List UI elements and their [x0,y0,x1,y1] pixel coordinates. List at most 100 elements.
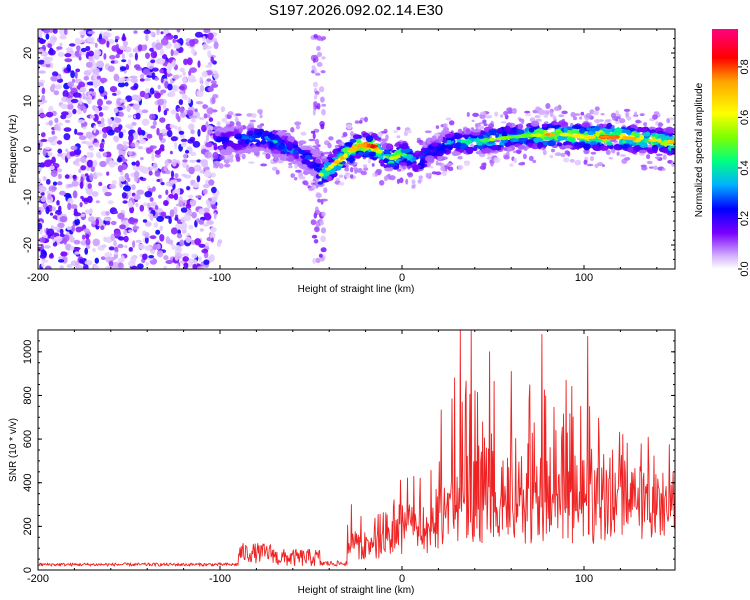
noise-blob [198,243,206,248]
noise-blob [206,107,214,115]
noise-blob [127,59,132,66]
noise-blob [113,73,120,82]
noise-blob [174,216,179,221]
halo-blob [411,184,416,189]
halo-blob [338,141,345,146]
noise-blob [125,95,133,102]
noise-blob [213,142,218,151]
halo-blob [634,111,638,117]
halo-blob [399,177,404,184]
ridge-blob [367,151,377,157]
ridge-blob [625,130,632,135]
noise-blob [56,140,63,145]
ridge-blob [294,155,299,159]
ridge-blob [305,161,314,166]
noise-blob [78,226,84,232]
noise-blob [128,247,133,252]
snr-x-tick-label: -100 [209,573,231,585]
noise-blob [190,48,196,54]
spectrogram-y-tick-label: 20 [22,47,34,59]
noise-blob [64,174,70,179]
noise-blob [38,184,45,193]
ridge-blob [300,145,311,151]
ridge-blob [586,127,592,131]
halo-blob [605,149,611,156]
halo-blob [317,198,321,203]
noise-blob [78,168,82,174]
halo-blob [405,130,413,134]
noise-blob [153,243,158,251]
streak-blob [313,101,318,107]
noise-blob [144,245,153,251]
noise-blob [85,244,91,249]
halo-blob [271,166,278,171]
noise-blob [183,58,188,65]
noise-blob [99,160,107,168]
noise-blob [67,202,72,211]
noise-blob [142,253,148,260]
ridge-blob [465,147,474,155]
noise-blob [45,33,50,40]
ridge-blob [238,127,243,133]
streak-blob [320,36,327,41]
noise-blob [63,237,67,245]
noise-blob [166,68,171,74]
ridge-blob [312,153,321,158]
noise-blob [93,265,100,269]
noise-blob [70,204,78,209]
noise-blob [79,181,84,189]
noise-blob [186,186,191,191]
noise-blob [83,70,92,76]
noise-blob [83,76,90,81]
noise-blob [110,60,115,64]
halo-blob [513,157,517,164]
ridge-blob [247,130,254,137]
noise-blob [189,159,197,163]
ridge-blob [490,144,499,151]
ridge-blob [317,181,324,185]
noise-blob [72,108,77,115]
noise-blob [154,92,161,99]
ridge-blob [315,158,321,164]
streak-blob [316,62,323,67]
noise-blob [127,177,131,182]
halo-blob [435,125,440,129]
halo-blob [418,175,424,180]
halo-blob [335,177,341,181]
halo-blob [542,149,547,156]
noise-blob [165,169,171,175]
noise-blob [38,70,46,74]
noise-blob [109,86,118,93]
colorbar-tick-label: 0.0 [739,261,750,276]
noise-blob [186,57,193,66]
ridge-blob [307,170,315,175]
noise-blob [202,184,210,188]
halo-blob [485,114,493,119]
ridge-blob [298,140,307,145]
spectrogram-y-tick-label: 10 [22,95,34,107]
noise-blob [84,173,89,177]
noise-blob [146,133,153,139]
noise-blob [170,109,177,115]
halo-blob [295,124,300,130]
ridge-blob [419,159,425,166]
noise-blob [166,129,173,138]
halo-blob [354,168,358,174]
noise-blob [173,193,179,201]
noise-blob [125,78,131,82]
noise-blob [139,138,147,145]
noise-blob [191,118,196,123]
ridge-blob [627,147,634,153]
noise-blob [128,53,134,58]
halo-blob [661,168,666,171]
halo-blob [655,153,663,156]
halo-blob [379,180,385,186]
noise-blob [149,213,154,221]
halo-blob [520,118,525,125]
noise-blob [135,160,140,167]
noise-blob [174,141,178,150]
halo-blob [441,170,447,177]
ridge-blob [234,135,240,139]
noise-blob [127,217,136,225]
noise-blob [46,190,53,194]
